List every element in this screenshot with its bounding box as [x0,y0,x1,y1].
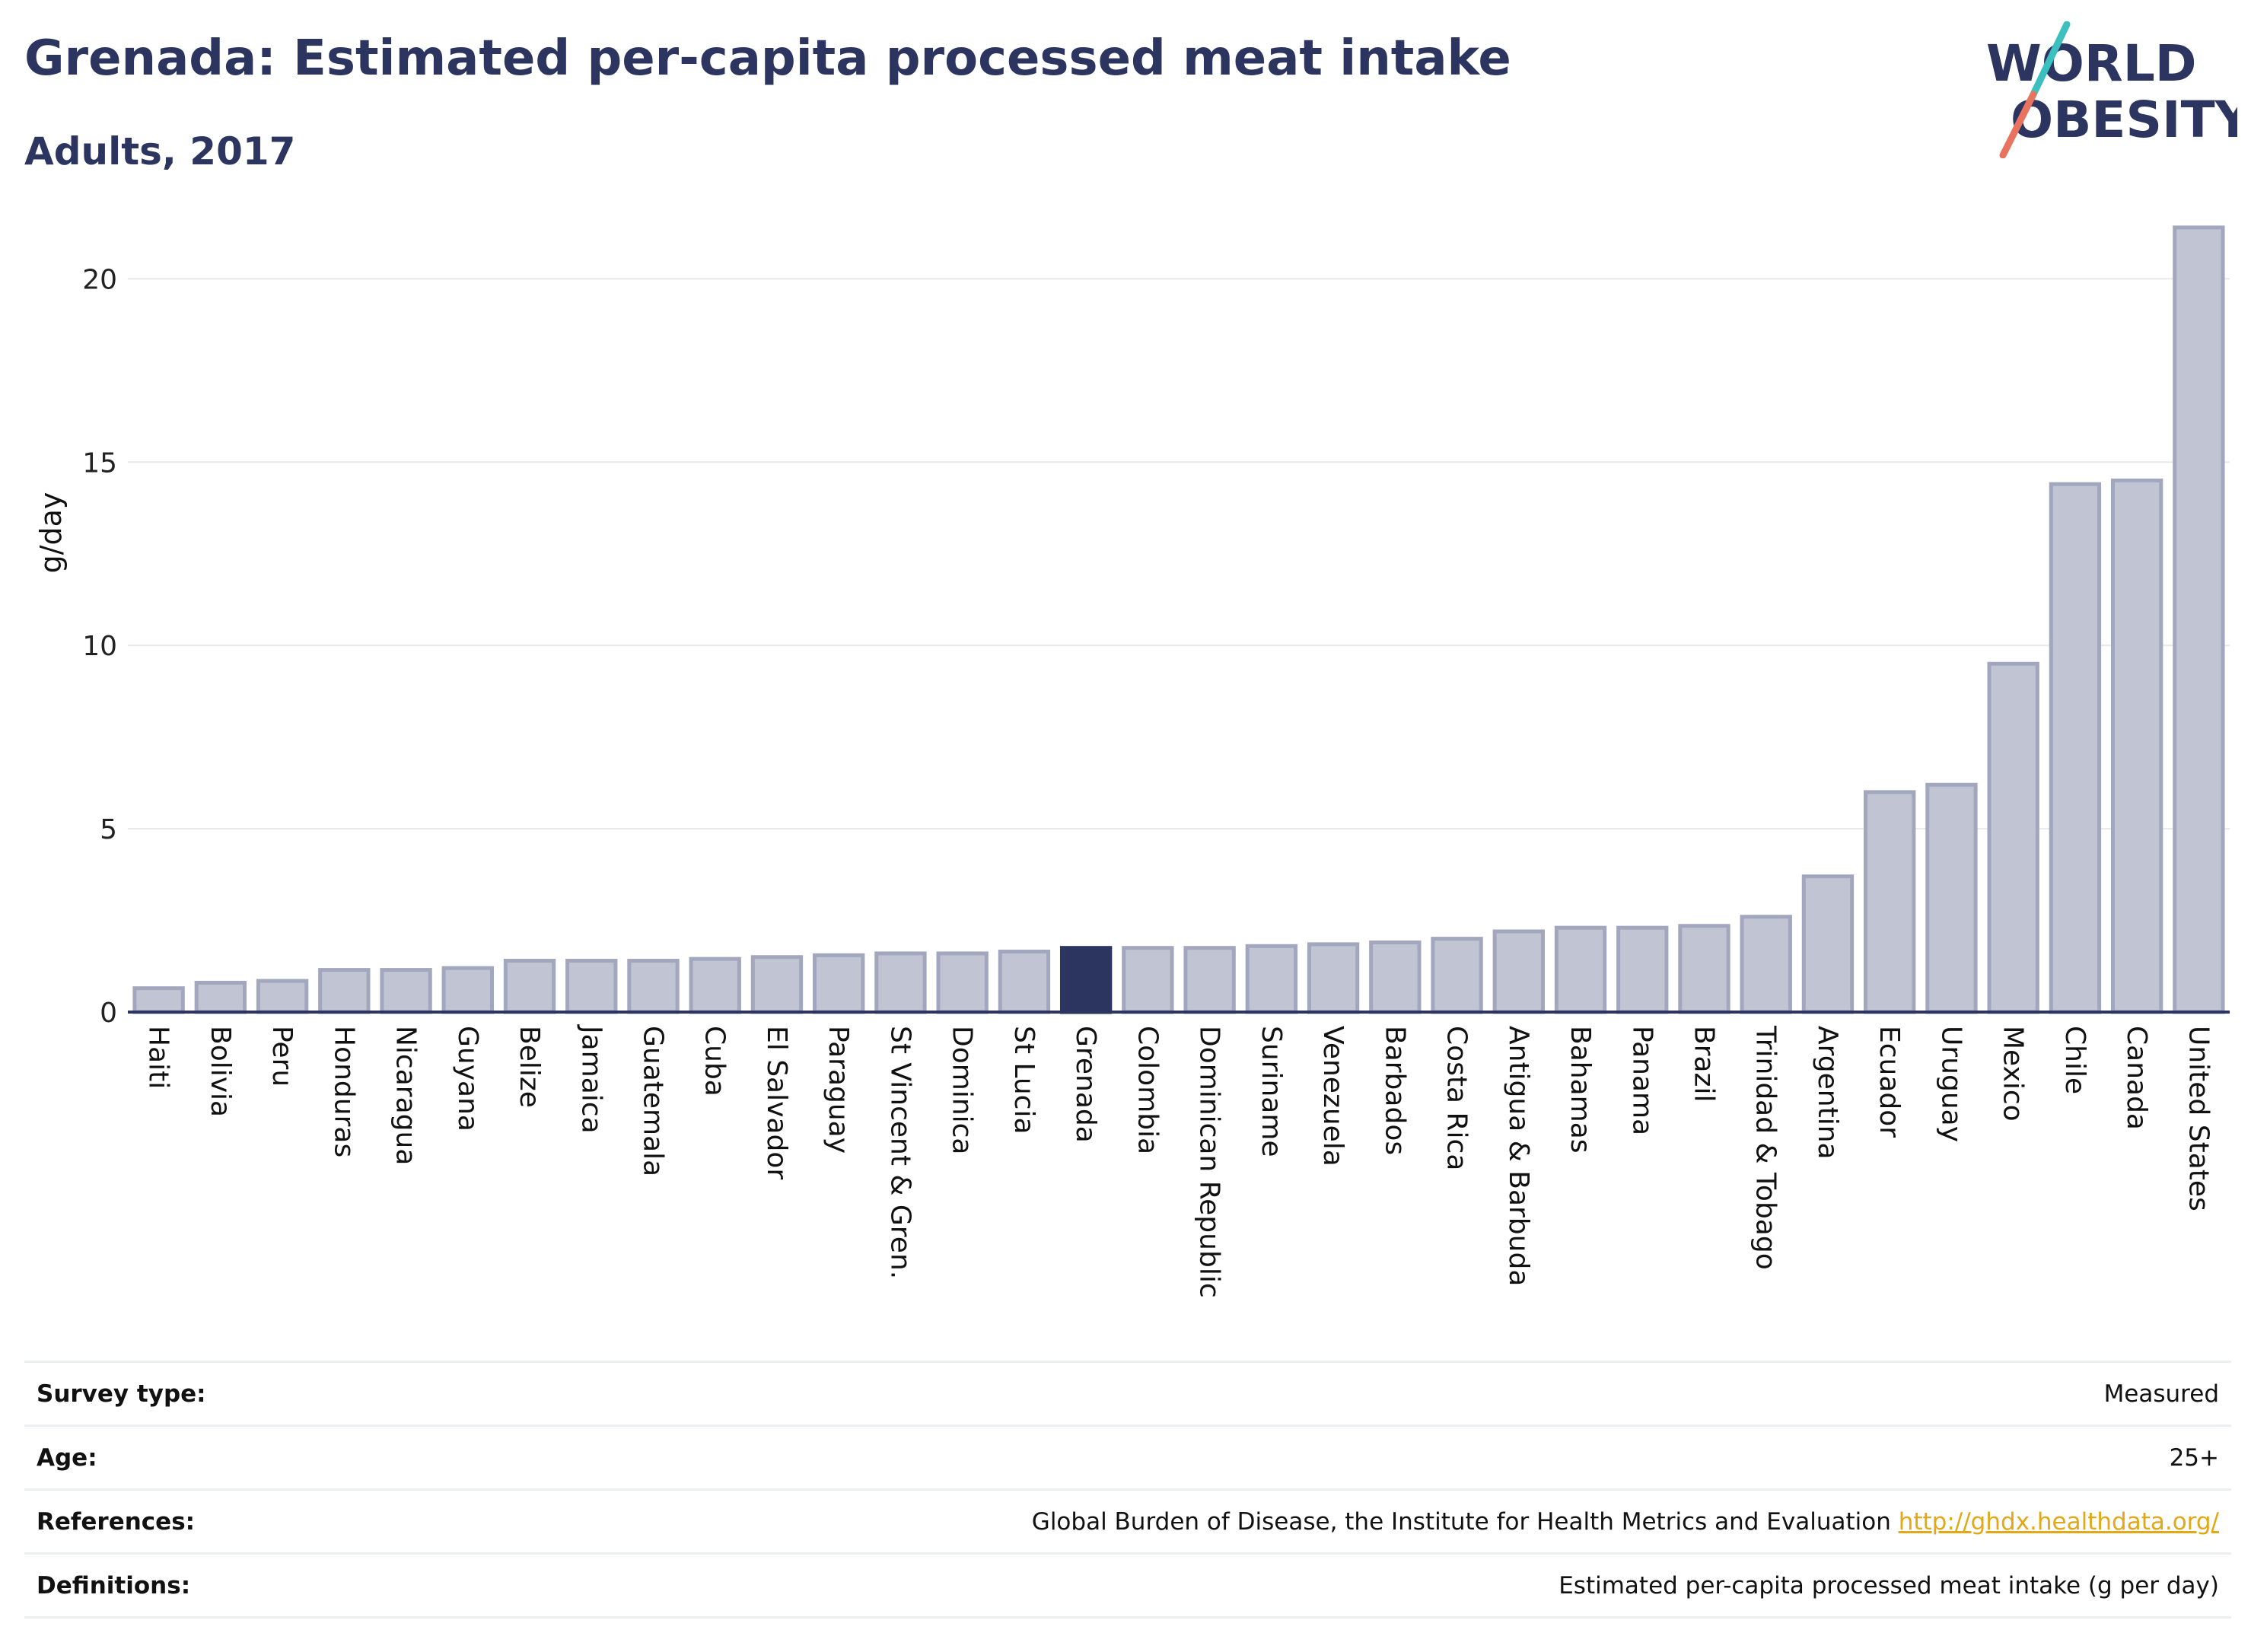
bar-chile[interactable] [2049,482,2102,1014]
x-tick-label: Costa Rica [1441,1026,1473,1170]
x-tick-label: Trinidad & Tobago [1750,1025,1781,1270]
world-obesity-logo: WORLD OBESITY [1986,21,2237,158]
bar-suriname[interactable] [1245,944,1298,1014]
bar-dominican-republic[interactable] [1183,946,1236,1014]
bar-bahamas[interactable] [1554,925,1607,1014]
x-tick-label: Uruguay [1935,1026,1966,1142]
y-tick-label: 20 [82,264,117,295]
bar-argentina[interactable] [1801,874,1855,1014]
bar-guyana[interactable] [441,966,494,1014]
chart-title: Grenada: Estimated per-capita processed … [24,30,1511,87]
x-tick-label: Chile [2059,1026,2090,1094]
definitions-value: Estimated per-capita processed meat inta… [1559,1571,2219,1599]
bar-grenada[interactable] [1059,946,1113,1014]
logo-slash-coral [1999,91,2037,158]
bar-antigua-barbuda[interactable] [1492,929,1545,1014]
x-tick-label: Guatemala [638,1026,669,1176]
x-tick-label: Nicaragua [390,1026,422,1165]
survey-type-label: Survey type: [37,1380,206,1408]
logo-text-obesity: OBESITY [2011,91,2237,149]
definitions-label: Definitions: [37,1571,191,1599]
references-value: Global Burden of Disease, the Institute … [1032,1508,2219,1536]
bar-trinidad-tobago[interactable] [1740,915,1792,1014]
bar-chart: 0 5 10 15 20 g/day Haiti Bolivia Peru Honduras Nic… [34,225,2230,1298]
logo-text-world: WORLD [1986,34,2197,93]
x-tick-label: St Vincent & Gren. [884,1026,915,1279]
bar-cuba[interactable] [689,957,741,1014]
bar-st-lucia[interactable] [998,950,1051,1014]
bar-ecuador[interactable] [1864,790,1916,1014]
x-tick-label: Barbados [1379,1026,1410,1155]
y-tick-label: 15 [82,447,117,479]
x-tick-label: Grenada [1070,1026,1101,1143]
x-tick-label: Bahamas [1565,1026,1596,1154]
references-link[interactable]: http://ghdx.healthdata.org/ [1898,1507,2219,1536]
bar-st-vincent-gren-[interactable] [874,951,927,1014]
bar-united-states[interactable] [2173,225,2225,1014]
bar-el-salvador[interactable] [750,955,804,1014]
bar-bolivia[interactable] [194,980,247,1014]
age-label: Age: [37,1444,97,1472]
bar-colombia[interactable] [1122,946,1174,1014]
bar-brazil[interactable] [1678,924,1730,1014]
bar-uruguay[interactable] [1925,782,1978,1014]
x-tick-label: Canada [2121,1026,2152,1130]
bar-nicaragua[interactable] [380,968,432,1014]
x-tick-label: Jamaica [575,1024,607,1134]
age-value: 25+ [2169,1444,2219,1472]
chart-subtitle: Adults, 2017 [24,129,296,173]
x-tick-label: Venezuela [1317,1026,1348,1167]
x-tick-label: Guyana [452,1026,483,1132]
bar-costa-rica[interactable] [1431,937,1483,1014]
bar-guatemala[interactable] [627,959,680,1014]
bar-paraguay[interactable] [813,953,865,1014]
x-tick-label: Mexico [1998,1026,2029,1122]
y-tick-label: 0 [100,998,117,1029]
x-tick-label: Haiti [143,1026,174,1089]
x-tick-label: Cuba [699,1026,731,1097]
x-tick-label: Antigua & Barbuda [1503,1026,1534,1286]
x-tick-label: Paraguay [823,1026,854,1154]
x-tick-label: Argentina [1812,1026,1843,1160]
bar-belize[interactable] [503,959,556,1014]
bar-honduras[interactable] [318,968,371,1014]
bar-panama[interactable] [1616,925,1669,1014]
x-tick-label: Belize [514,1026,545,1108]
logo-slash-teal [2030,21,2071,98]
bar-jamaica[interactable] [565,959,618,1014]
y-tick-label: 10 [82,631,117,662]
x-tick-label: Dominican Republic [1194,1026,1225,1298]
x-tick-label: Honduras [328,1026,359,1157]
x-tick-label: St Lucia [1008,1026,1040,1135]
x-tick-label: United States [2183,1026,2214,1211]
info-row-references: References: Global Burden of Disease, th… [24,1488,2231,1552]
x-tick-label: Brazil [1689,1026,1720,1102]
info-row-survey-type: Survey type: Measured [24,1361,2231,1424]
y-axis-title: g/day [34,492,68,574]
x-tick-label: Colombia [1132,1026,1163,1154]
x-tick-label: Panama [1626,1026,1657,1135]
bar-canada[interactable] [2110,478,2163,1014]
references-text: Global Burden of Disease, the Institute … [1031,1507,1891,1536]
info-table: Survey type: Measured Age: 25+ Reference… [24,1361,2231,1619]
bar-peru[interactable] [256,979,309,1014]
x-tick-label: Bolivia [205,1026,236,1117]
x-tick-label: El Salvador [761,1026,792,1179]
bar-barbados[interactable] [1369,940,1422,1014]
x-tick-label: Peru [266,1026,298,1087]
bar-mexico[interactable] [1987,661,2039,1014]
info-row-age: Age: 25+ [24,1424,2231,1488]
bar-dominica[interactable] [936,951,989,1014]
x-tick-label: Suriname [1256,1026,1287,1157]
survey-type-value: Measured [2103,1380,2219,1408]
info-row-definitions: Definitions: Estimated per-capita proces… [24,1552,2231,1619]
references-label: References: [37,1507,196,1536]
y-tick-label: 5 [100,814,117,845]
x-tick-label: Dominica [947,1026,978,1155]
x-tick-label: Ecuador [1874,1026,1905,1138]
bar-haiti[interactable] [132,986,185,1014]
bar-venezuela[interactable] [1307,942,1360,1014]
